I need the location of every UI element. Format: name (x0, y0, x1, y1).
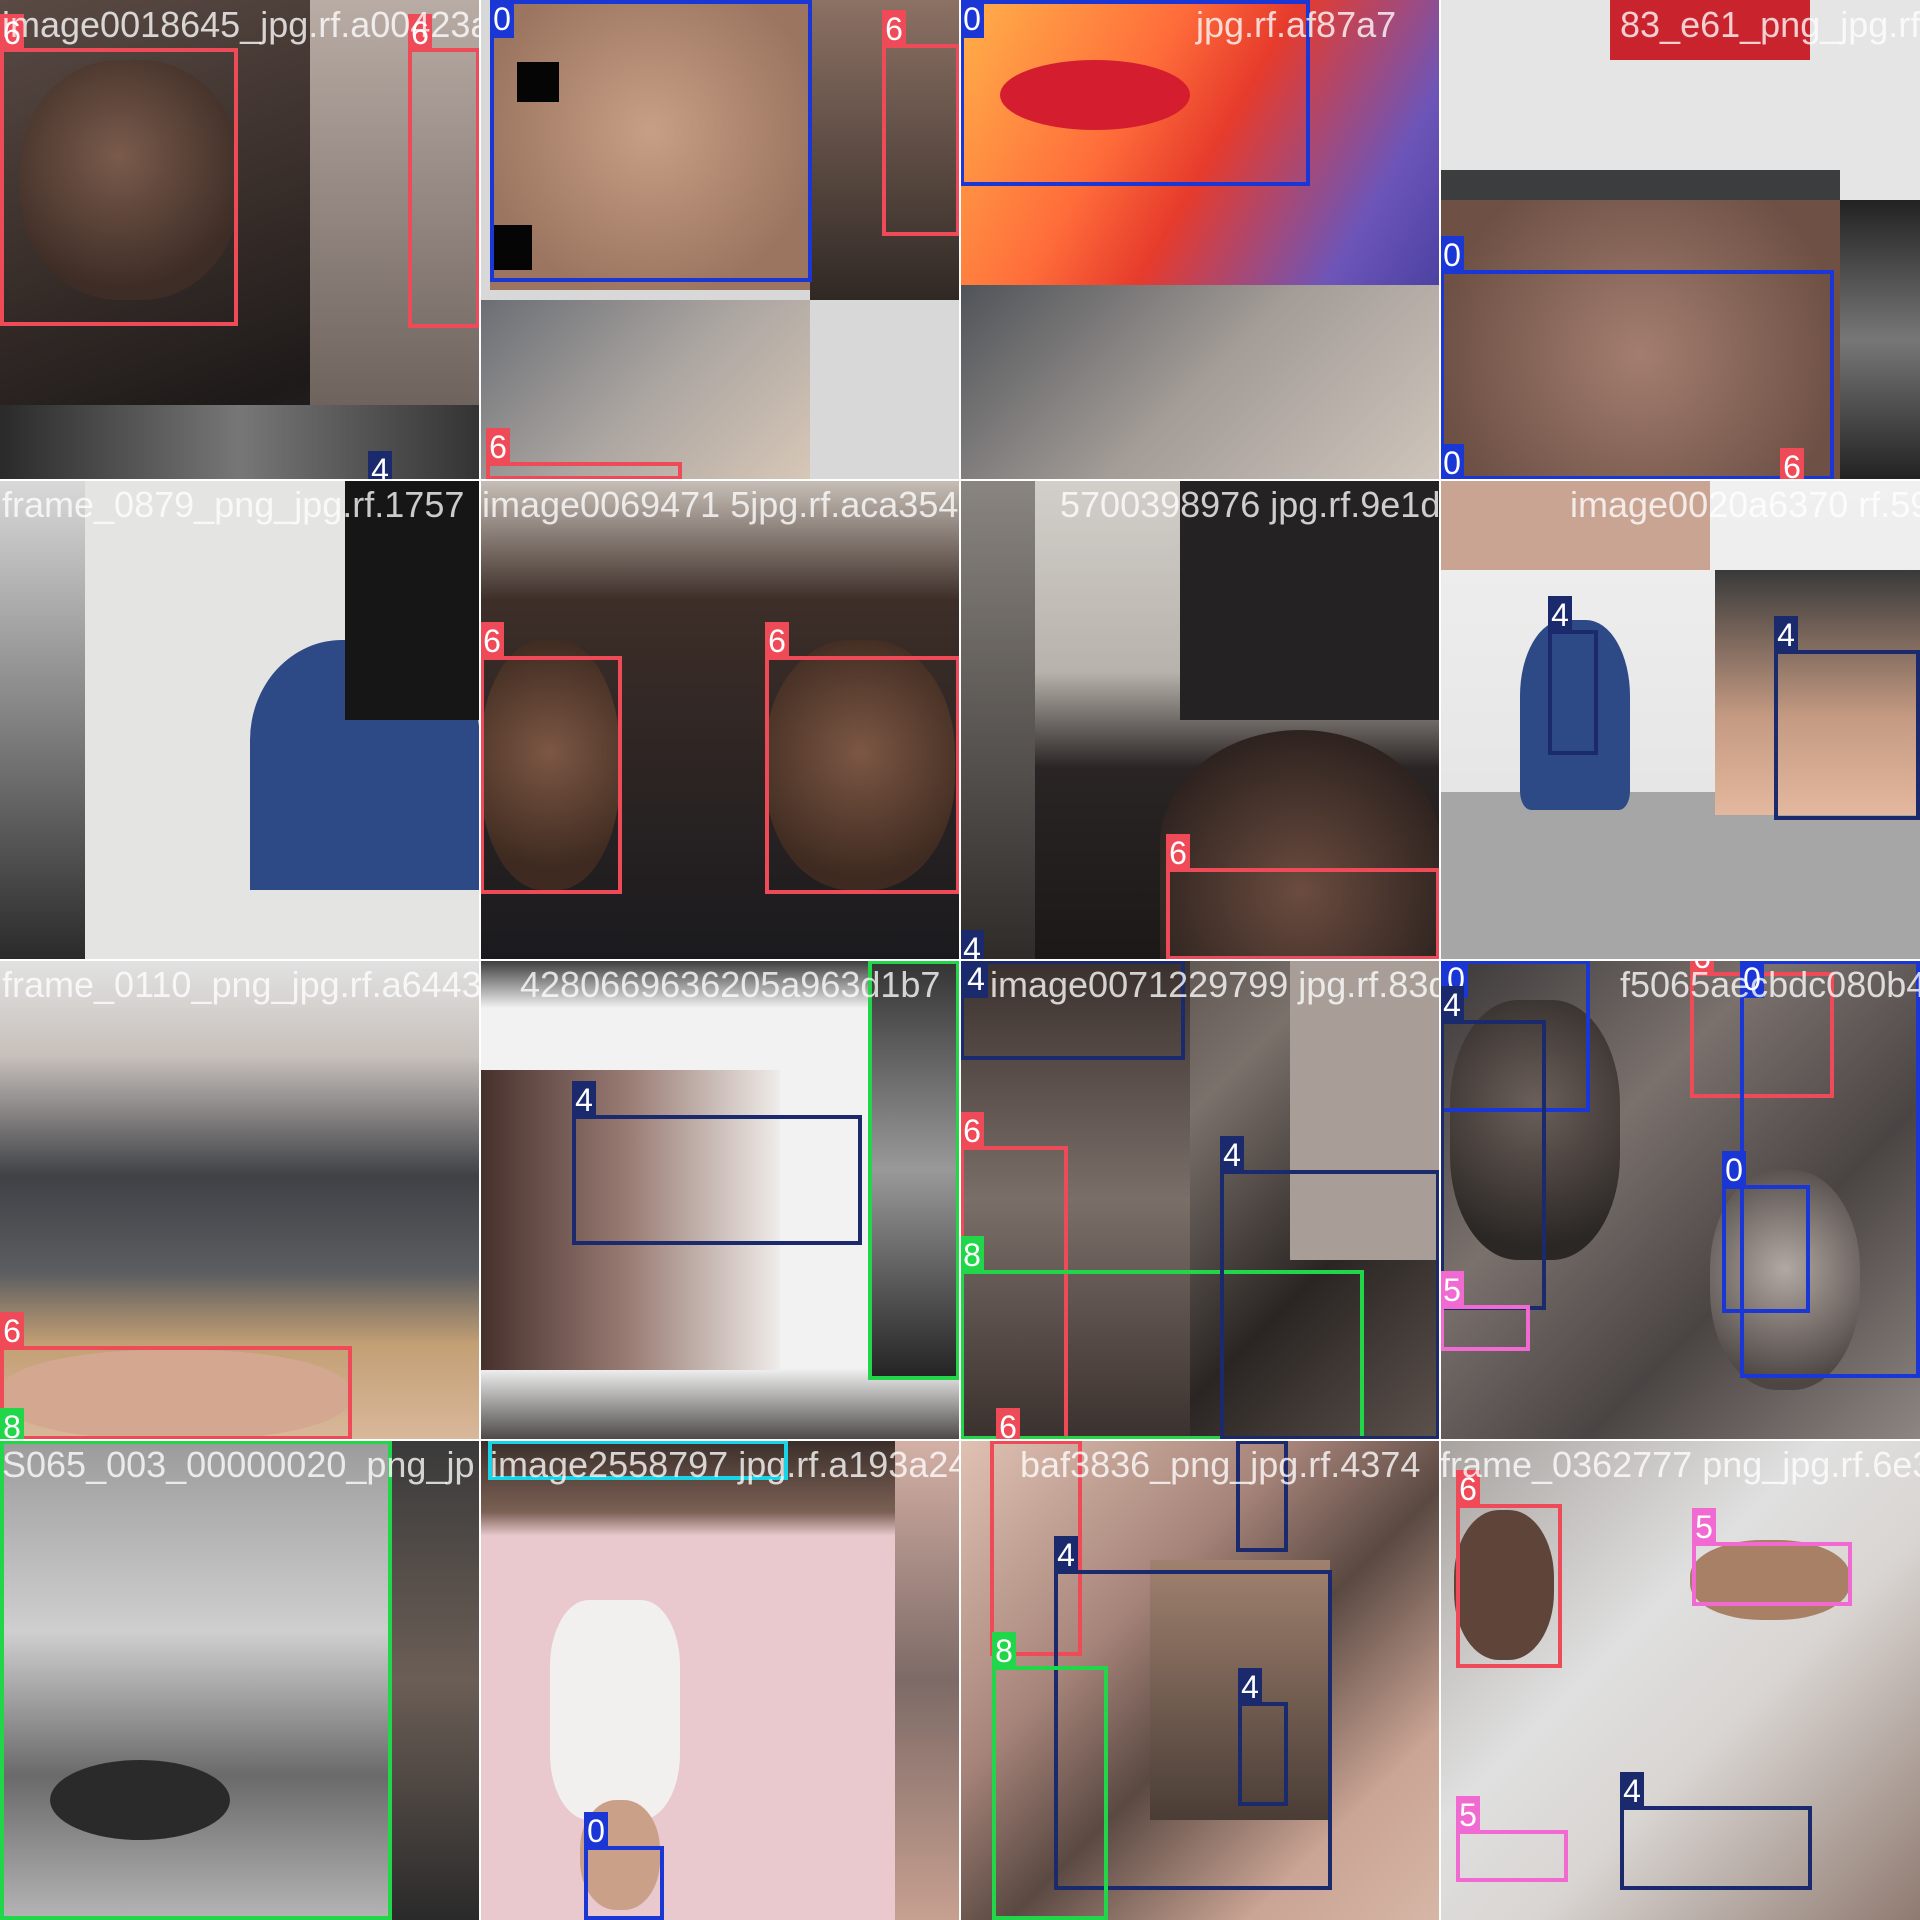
person-region (1520, 620, 1630, 810)
bbox: 6 (408, 14, 480, 328)
mosaic-tile: S065_003_00000020_png_jp (0, 1440, 480, 1920)
image-panel (1715, 570, 1920, 815)
mosaic-tile: 4 8 4280669636205a963d1b7 (480, 960, 960, 1440)
bbox: 6 (1166, 834, 1440, 960)
bbox: 8 (992, 1632, 1108, 1920)
face-region (490, 0, 810, 290)
bbox: 6 (486, 428, 682, 480)
bbox: 4 (1620, 1772, 1812, 1890)
mosaic-tile: 0 6 6 (480, 0, 960, 480)
image-panel (0, 480, 85, 960)
image-panel (480, 300, 810, 480)
mouth-region (50, 1760, 230, 1840)
bbox: 4 (1054, 1536, 1332, 1890)
bbox: 5 (1692, 1508, 1852, 1606)
skin-region (1440, 200, 1840, 480)
bbox: 4 (1548, 596, 1598, 755)
mosaic-tile: 6 4 4 8 4 baf3836_png_jpg.rf.4374 (960, 1440, 1440, 1920)
bbox: 0 (584, 1812, 664, 1920)
face-region (20, 60, 240, 300)
mosaic-tile: frame_0879_png_jpg.rf.1757 (0, 480, 480, 960)
mouth-region (1000, 60, 1190, 130)
bbox: 4 (1220, 1136, 1440, 1440)
bbox: 6 (1456, 1470, 1562, 1668)
mosaic-tile: 0 jpg.rf.af87a7 (960, 0, 1440, 480)
image-panel (960, 285, 1440, 480)
face-region (480, 640, 620, 890)
mosaic-tile: 6 4 5700398976 jpg.rf.9e1db4 (960, 480, 1440, 960)
mosaic-tile: 0 4 6 0 0 5 f5065aecbdc080b4 (1440, 960, 1920, 1440)
tile-separator (0, 959, 1920, 961)
image-panel (1290, 960, 1440, 1260)
mosaic-tile: 4 4 image0020a6370 rf.59900 (1440, 480, 1920, 960)
tile-separator (0, 479, 1920, 481)
mosaic-tile: 4 6 8 4 6 image0071229799 jpg.rf.83d6e (960, 960, 1440, 1440)
bbox: 0 (960, 0, 1310, 186)
bbox: 5 (1440, 1271, 1530, 1351)
mask-block (517, 62, 559, 102)
face-region (1690, 1540, 1850, 1620)
mosaic-tile: 6 6 4 image0018645_jpg.rf.a00423a1907f29… (0, 0, 480, 480)
bbox: 0 (1722, 1151, 1810, 1313)
mosaic-tile: 6 6 image0069471 5jpg.rf.aca35447e (480, 480, 960, 960)
image-panel (1180, 480, 1440, 720)
bbox: 5 (1456, 1796, 1568, 1882)
red-region (1610, 0, 1810, 60)
bbox: 4 (960, 960, 1185, 1060)
image-panel (1440, 480, 1710, 570)
face-region (1450, 1000, 1620, 1260)
bbox: 0 (490, 0, 812, 282)
bbox: 0 (1740, 960, 1920, 1378)
mosaic-tile: 6 5 5 4 frame_0362777 png_jpg.rf.6e3a (1440, 1440, 1920, 1920)
bbox: 6 (0, 14, 238, 326)
tile-separator (0, 1439, 1920, 1441)
face-region (1454, 1510, 1554, 1660)
bbox (0, 1440, 392, 1920)
image-panel (1840, 200, 1920, 480)
bbox: 6 (0, 1312, 352, 1440)
mask-block (490, 225, 532, 270)
image-panel (870, 960, 960, 1380)
bbox: 8 (960, 1236, 1364, 1440)
face-region (1160, 730, 1440, 960)
bbox: 4 (1440, 986, 1546, 1310)
bbox: 6 (480, 622, 622, 894)
image-panel (895, 1440, 960, 1920)
image-panel (310, 0, 480, 410)
image-panel (1440, 170, 1840, 200)
bbox: 0 (1440, 236, 1834, 480)
bbox: 4 (1238, 1668, 1288, 1806)
bbox: 8 (868, 960, 960, 1380)
scarf-region (345, 480, 480, 720)
bbox: 1 (488, 1440, 788, 1480)
face-region (0, 1350, 350, 1440)
person-region (550, 1600, 680, 1820)
mosaic-tile: 0 0 6 83_e61_png_jpg.rf.a3d6 (1440, 0, 1920, 480)
hair-region (0, 405, 480, 480)
bbox: 4 (1236, 1440, 1288, 1552)
face-region (1710, 1170, 1860, 1390)
bbox: 6 (990, 1440, 1082, 1656)
image-panel (960, 960, 1190, 1440)
image-panel (390, 1440, 480, 1920)
mosaic-tile: 6 8 frame_0110_png_jpg.rf.a64437c (0, 960, 480, 1440)
bbox: 6 (765, 622, 960, 894)
mosaic-tile: 1 0 image2558797 jpg.rf.a193a2465c (480, 1440, 960, 1920)
bbox: 4 (572, 1081, 862, 1245)
bbox: 4 (1774, 616, 1920, 820)
image-panel (960, 480, 1035, 960)
face-region (765, 640, 955, 890)
bbox: 6 (882, 10, 960, 236)
face-region (480, 1070, 780, 1370)
